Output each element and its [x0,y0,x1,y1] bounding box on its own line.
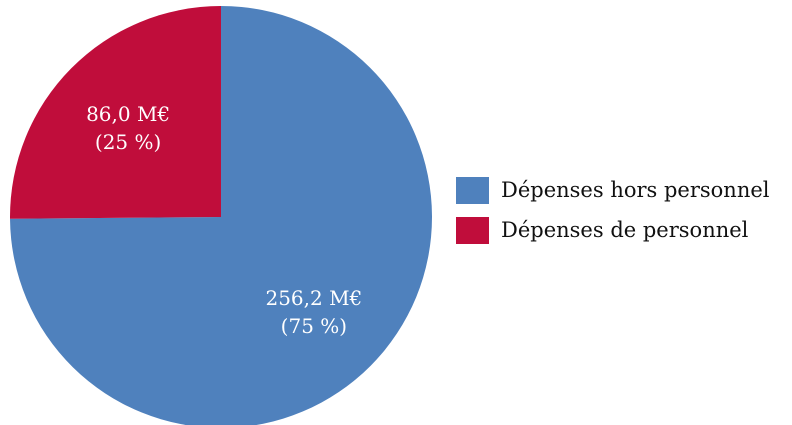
slice-value-label-1: 86,0 M€ [86,102,170,126]
legend: Dépenses hors personnel Dépenses de pers… [456,170,770,250]
pie-slice-1 [9,6,221,219]
legend-swatch-hors-personnel [456,176,489,204]
legend-swatch-personnel [456,216,489,244]
legend-item-personnel: Dépenses de personnel [456,210,770,250]
slice-percent-label-1: (25 %) [95,130,161,154]
legend-item-hors-personnel: Dépenses hors personnel [456,170,770,210]
legend-label-hors-personnel: Dépenses hors personnel [501,178,770,202]
slice-percent-label-0: (75 %) [281,314,347,338]
legend-label-personnel: Dépenses de personnel [501,218,749,242]
pie-slice-0 [10,6,432,425]
slice-value-label-0: 256,2 M€ [265,286,362,310]
